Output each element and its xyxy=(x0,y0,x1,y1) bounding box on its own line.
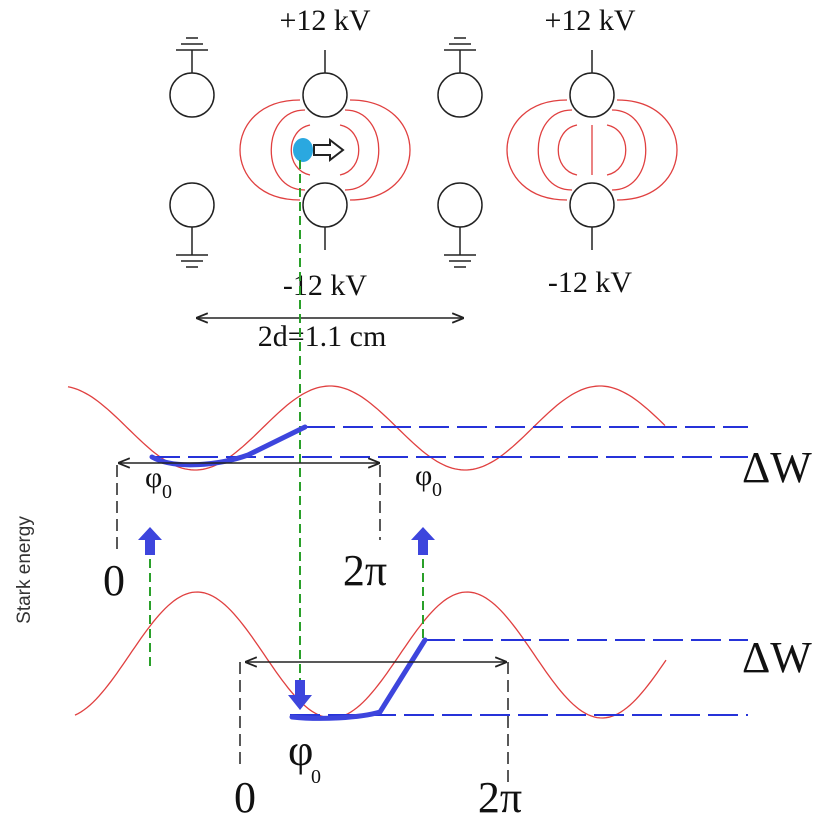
voltage-label: +12 kV xyxy=(279,4,370,37)
phase-two-pi: 2π xyxy=(343,546,387,595)
axis-label: Stark energy xyxy=(14,516,35,624)
delta-w: ΔW xyxy=(742,633,812,682)
phase-symbol: φ xyxy=(415,459,432,492)
phase-subscript: 0 xyxy=(162,481,172,503)
delta-w: ΔW xyxy=(742,443,812,492)
phase-zero: 0 xyxy=(103,556,125,605)
energy-curves xyxy=(68,160,748,782)
phase-symbol: φ xyxy=(145,461,162,494)
voltage-label: -12 kV xyxy=(548,266,632,299)
phase-two-pi: 2π xyxy=(478,773,522,819)
phase-zero: 0 xyxy=(234,773,256,819)
phase-symbol: φ xyxy=(288,726,313,775)
spacing-label: 2d=1.1 cm xyxy=(258,320,387,353)
voltage-label: +12 kV xyxy=(544,4,635,37)
phase-subscript: 0 xyxy=(311,766,321,788)
voltage-label: -12 kV xyxy=(283,269,367,302)
diagram: +12 kV -12 kV +12 kV -12 kV 2d=1.1 cm St… xyxy=(0,0,837,819)
phase-subscript: 0 xyxy=(432,479,442,501)
